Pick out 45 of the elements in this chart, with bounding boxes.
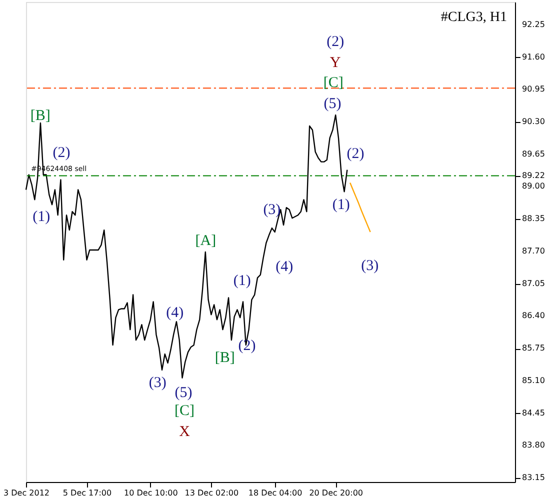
x-tick-label: 5 Dec 17:00	[62, 488, 112, 498]
annotation: (4)	[166, 305, 184, 321]
annotation: [C]	[174, 403, 195, 419]
y-tick-label: 85.10	[522, 376, 545, 385]
x-tick-label: 3 Dec 2012	[3, 488, 50, 498]
annotation: [C]	[323, 75, 344, 91]
x-tick-label: 10 Dec 10:00	[124, 488, 178, 498]
annotation: (3)	[361, 258, 379, 274]
annotation: Y	[330, 55, 341, 71]
x-tick-label: 13 Dec 02:00	[184, 488, 239, 498]
line-series	[349, 182, 371, 233]
y-tick-label: 89.65	[522, 149, 545, 158]
y-tick-label: 86.40	[522, 311, 545, 320]
x-tick-label: 18 Dec 04:00	[248, 488, 302, 498]
annotation: X	[179, 424, 190, 440]
annotation: (3)	[263, 202, 281, 218]
y-tick-label: 87.70	[522, 246, 545, 256]
x-tick-label: 20 Dec 20:00	[309, 488, 364, 498]
y-tick-label: 83.80	[522, 440, 545, 450]
y-tick-label: 90.95	[522, 84, 545, 94]
annotation: (4)	[276, 259, 294, 275]
annotation: (2)	[326, 34, 344, 50]
y-tick-label: 89.00	[522, 182, 545, 191]
y-tick-label: 83.15	[522, 473, 545, 482]
y-tick-label: 91.60	[522, 52, 545, 62]
text: #CLG3, H1	[440, 10, 507, 25]
y-tick-label: 89.22	[522, 170, 545, 180]
y-tick-label: 84.45	[522, 408, 545, 418]
y-tick-label: 90.30	[522, 117, 545, 126]
annotation: (5)	[324, 96, 342, 112]
y-tick-label: 92.25	[522, 20, 545, 29]
y-tick-label: 87.05	[522, 278, 545, 288]
annotation: (5)	[174, 385, 192, 401]
y-tick-label: 88.35	[522, 214, 545, 224]
annotation: (1)	[233, 273, 251, 289]
annotation: (1)	[332, 197, 350, 213]
annotation: (2)	[346, 146, 364, 162]
y-tick-label: 85.75	[522, 344, 545, 353]
annotation: (2)	[238, 338, 256, 354]
annotation: (2)	[52, 145, 70, 161]
annotation: [B]	[214, 350, 235, 366]
annotation: [B]	[30, 108, 50, 124]
annotation: (3)	[148, 375, 166, 391]
annotation: (1)	[32, 209, 50, 225]
annotation: [A]	[195, 233, 216, 249]
